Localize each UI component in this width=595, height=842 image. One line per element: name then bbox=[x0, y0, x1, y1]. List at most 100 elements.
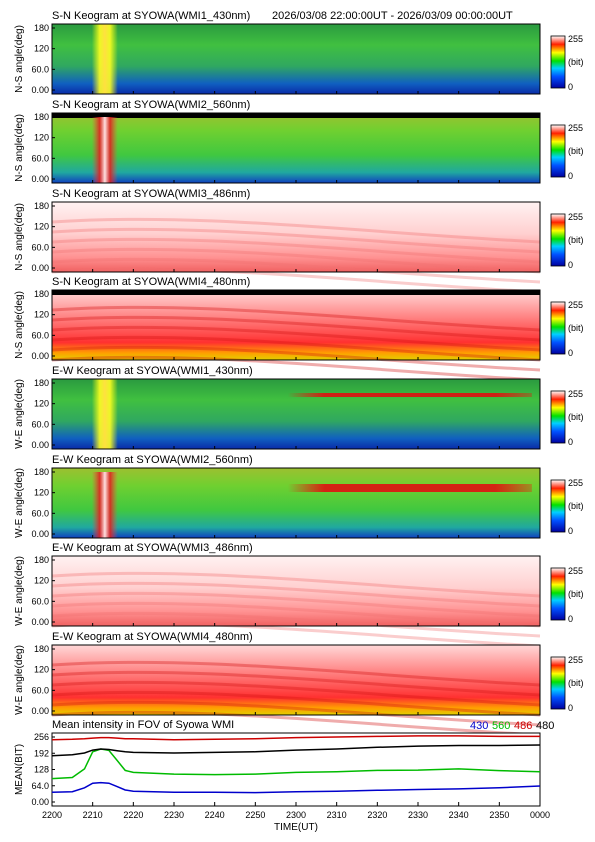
y-tick-label: 128 bbox=[34, 765, 49, 775]
keogram-streak bbox=[51, 325, 541, 352]
keogram-streak bbox=[51, 247, 541, 274]
series-line bbox=[51, 781, 541, 794]
y-tick-label: 0.00 bbox=[31, 529, 49, 539]
x-tick-label: 2230 bbox=[164, 810, 184, 820]
y-tick-label: 0.00 bbox=[31, 85, 49, 95]
keogram-gap bbox=[52, 113, 540, 118]
x-tick-label: 2220 bbox=[123, 810, 143, 820]
keogram-title: E-W Keogram at SYOWA(WMI1_430nm) bbox=[52, 365, 253, 377]
colorbar-max: 255 bbox=[568, 123, 583, 133]
y-tick-label: 180 bbox=[34, 112, 49, 122]
y-tick-label: 60.0 bbox=[31, 685, 49, 695]
y-tick-label: 256 bbox=[34, 732, 49, 742]
keogram-streak bbox=[51, 305, 541, 332]
keogram-streak bbox=[51, 267, 541, 294]
legend-entry: 560 bbox=[492, 720, 510, 732]
keogram-image bbox=[52, 645, 540, 715]
keogram-streak bbox=[51, 335, 541, 362]
colorbar-unit: (bit) bbox=[568, 323, 584, 333]
keogram-streak bbox=[51, 237, 541, 264]
colorbar bbox=[550, 567, 566, 621]
y-tick-label: 120 bbox=[34, 133, 49, 143]
x-tick-label: 2200 bbox=[42, 810, 62, 820]
colorbar-max: 255 bbox=[568, 300, 583, 310]
y-tick-label: 0.00 bbox=[31, 351, 49, 361]
keogram-ylabel: W-E angle(deg) bbox=[14, 556, 25, 626]
x-tick-label: 2300 bbox=[286, 810, 306, 820]
x-axis-label: TIME(UT) bbox=[274, 822, 318, 833]
y-tick-label: 120 bbox=[34, 576, 49, 586]
keogram-image bbox=[52, 113, 540, 183]
y-tick-label: 60.0 bbox=[31, 596, 49, 606]
colorbar-max: 255 bbox=[568, 389, 583, 399]
keogram-streak bbox=[51, 611, 541, 638]
keogram-streak bbox=[51, 680, 541, 707]
keogram-streak bbox=[51, 700, 541, 727]
colorbar-max: 255 bbox=[568, 212, 583, 222]
colorbar-unit: (bit) bbox=[568, 501, 584, 511]
x-tick-label: 2320 bbox=[367, 810, 387, 820]
keogram-title: S-N Keogram at SYOWA(WMI4_480nm) bbox=[52, 276, 250, 288]
keogram-streak bbox=[51, 591, 541, 618]
keogram-panel: E-W Keogram at SYOWA(WMI1_430nm)180 120 60… bbox=[14, 365, 584, 450]
y-tick-label: 120 bbox=[34, 399, 49, 409]
keogram-streak bbox=[51, 581, 541, 608]
series-line bbox=[51, 748, 541, 780]
time-range-label: 2026/03/08 22:00:00UT - 2026/03/09 00:00… bbox=[272, 10, 513, 22]
y-tick-label: 60.0 bbox=[31, 330, 49, 340]
keogram-ylabel: N-S angle(deg) bbox=[14, 114, 25, 182]
keogram-title: S-N Keogram at SYOWA(WMI1_430nm) bbox=[52, 10, 250, 22]
colorbar-min: 0 bbox=[568, 171, 573, 181]
x-tick-label: 2240 bbox=[205, 810, 225, 820]
colorbar-min: 0 bbox=[568, 82, 573, 92]
y-tick-label: 180 bbox=[34, 555, 49, 565]
colorbar-unit: (bit) bbox=[568, 235, 584, 245]
colorbar bbox=[550, 479, 566, 533]
y-tick-label: 180 bbox=[34, 644, 49, 654]
colorbar-max: 255 bbox=[568, 34, 583, 44]
keogram-ylabel: W-E angle(deg) bbox=[14, 468, 25, 538]
colorbar-unit: (bit) bbox=[568, 678, 584, 688]
keogram-streak bbox=[51, 217, 541, 244]
keogram-panel: S-N Keogram at SYOWA(WMI3_486nm)180 120 60… bbox=[14, 188, 584, 294]
series-line bbox=[51, 735, 540, 741]
keogram-streak bbox=[51, 670, 541, 697]
y-tick-label: 64.0 bbox=[31, 781, 49, 791]
arc-brightening bbox=[91, 24, 118, 94]
colorbar bbox=[550, 35, 566, 89]
keogram-image bbox=[52, 290, 540, 360]
y-tick-label: 120 bbox=[34, 44, 49, 54]
keogram-image bbox=[52, 202, 540, 272]
x-tick-label: 0000 bbox=[530, 810, 550, 820]
colorbar-min: 0 bbox=[568, 703, 573, 713]
y-tick-label: 0.00 bbox=[31, 617, 49, 627]
keogram-panel: E-W Keogram at SYOWA(WMI4_480nm)180 120 60… bbox=[14, 631, 584, 737]
colorbar bbox=[550, 301, 566, 355]
keogram-ylabel: W-E angle(deg) bbox=[14, 379, 25, 449]
keogram-title: E-W Keogram at SYOWA(WMI4_480nm) bbox=[52, 631, 253, 643]
x-tick-label: 2330 bbox=[408, 810, 428, 820]
y-tick-label: 180 bbox=[34, 201, 49, 211]
keogram-streak bbox=[51, 227, 541, 254]
y-tick-label: 192 bbox=[34, 748, 49, 758]
colorbar-max: 255 bbox=[568, 655, 583, 665]
colorbar-unit: (bit) bbox=[568, 589, 584, 599]
keogram-panel: E-W Keogram at SYOWA(WMI3_486nm)180 120 60… bbox=[14, 542, 584, 648]
colorbar-min: 0 bbox=[568, 437, 573, 447]
colorbar-max: 255 bbox=[568, 566, 583, 576]
y-tick-label: 60.0 bbox=[31, 508, 49, 518]
y-tick-label: 0.00 bbox=[31, 174, 49, 184]
keogram-streak bbox=[51, 345, 541, 372]
keogram-ylabel: N-S angle(deg) bbox=[14, 203, 25, 271]
arc-brightening bbox=[91, 117, 118, 183]
x-tick-label: 2210 bbox=[83, 810, 103, 820]
y-tick-label: 0.00 bbox=[31, 440, 49, 450]
colorbar-min: 0 bbox=[568, 614, 573, 624]
keogram-image bbox=[52, 556, 540, 626]
colorbar-min: 0 bbox=[568, 348, 573, 358]
keogram-streak bbox=[51, 257, 541, 284]
auroral-band bbox=[287, 393, 532, 397]
y-tick-label: 60.0 bbox=[31, 64, 49, 74]
keogram-streak bbox=[51, 690, 541, 717]
